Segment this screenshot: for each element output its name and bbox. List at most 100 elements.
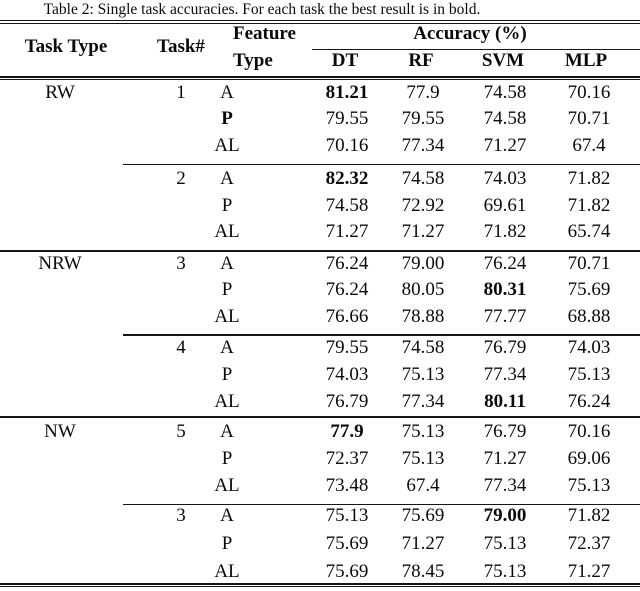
cell-rf: 75.13	[401, 421, 445, 442]
cell-feature: AL	[214, 135, 240, 156]
cell-mlp: 67.4	[572, 135, 606, 156]
table-row: AL 70.16 77.34 71.27 67.4	[0, 132, 640, 160]
cell-task-num: 3	[176, 505, 186, 526]
cell-svm: 77.77	[483, 306, 527, 327]
table-row: AL 71.27 71.27 71.82 65.74	[0, 218, 640, 246]
cell-feature: AL	[214, 391, 240, 412]
table-row: NRW 3 A 76.24 79.00 76.24 70.71	[0, 250, 640, 278]
cell-mlp: 71.82	[567, 505, 611, 526]
cell-mlp: 71.82	[567, 195, 611, 216]
cell-mlp: 70.16	[567, 421, 611, 442]
table-row: P 74.58 72.92 69.61 71.82	[0, 192, 640, 220]
cell-feature: P	[221, 533, 233, 554]
cell-rf: 77.34	[401, 391, 445, 412]
cell-feature: P	[221, 364, 233, 385]
cell-feature: P	[221, 448, 233, 469]
cell-mlp: 70.71	[567, 108, 611, 129]
table-row: AL 73.48 67.4 77.34 75.13	[0, 472, 640, 500]
table-row: AL 76.66 78.88 77.77 68.88	[0, 303, 640, 331]
cell-rf: 77.34	[401, 135, 445, 156]
table-row: NW 5 A 77.9 75.13 76.79 70.16	[0, 418, 640, 446]
cell-rf: 78.88	[401, 306, 445, 327]
cell-feature: A	[220, 168, 234, 189]
cell-dt: 74.58	[325, 195, 369, 216]
cell-dt: 75.69	[325, 561, 369, 582]
header-task-num: Task#	[157, 36, 205, 57]
cell-mlp: 75.13	[567, 364, 611, 385]
cell-dt: 79.55	[325, 108, 369, 129]
table-row: P 76.24 80.05 80.31 75.69	[0, 276, 640, 304]
task4-cmidrule	[123, 334, 640, 336]
cell-rf: 75.69	[401, 505, 445, 526]
cell-task-num: 1	[176, 82, 186, 103]
section-rule-nw	[0, 415, 640, 418]
header-method-rf: RF	[408, 50, 434, 71]
table-row: 4 A 79.55 74.58 76.79 74.03	[0, 334, 640, 362]
cell-rf: 75.13	[401, 448, 445, 469]
cell-feature: A	[220, 82, 234, 103]
header-method-mlp: MLP	[564, 50, 608, 71]
cell-rf: 74.58	[401, 337, 445, 358]
cell-rf: 77.9	[406, 82, 440, 103]
cell-mlp: 70.71	[567, 253, 611, 274]
cell-feature: AL	[214, 561, 240, 582]
cell-svm: 76.24	[483, 253, 527, 274]
cell-rf: 67.4	[406, 475, 440, 496]
section-rule-nrw	[0, 250, 640, 253]
cell-mlp: 71.82	[567, 168, 611, 189]
cell-feature: AL	[214, 306, 240, 327]
cell-feature: A	[220, 421, 234, 442]
cell-mlp: 71.27	[567, 561, 611, 582]
cell-rf: 71.27	[401, 221, 445, 242]
cell-svm: 74.58	[483, 108, 527, 129]
cell-dt: 79.55	[325, 337, 369, 358]
cell-mlp: 75.69	[567, 279, 611, 300]
table-row: AL 75.69 78.45 75.13 71.27	[0, 558, 640, 586]
cell-feature: A	[220, 253, 234, 274]
cell-svm: 76.79	[483, 421, 527, 442]
table-row: 2 A 82.32 74.58 74.03 71.82	[0, 165, 640, 193]
bottom-rule-inner	[0, 586, 640, 588]
cell-svm: 80.31	[483, 279, 527, 300]
cell-task-num: 2	[176, 168, 186, 189]
cell-svm: 77.34	[483, 475, 527, 496]
table-row: P 75.69 71.27 75.13 72.37	[0, 530, 640, 558]
cell-svm: 80.11	[484, 391, 526, 412]
cell-dt: 72.37	[325, 448, 369, 469]
cell-feature: P	[221, 108, 233, 129]
header-task-type: Task Type	[24, 36, 108, 57]
cell-feature: P	[221, 195, 233, 216]
cell-dt: 75.13	[325, 505, 369, 526]
header-feature-line1: Feature	[233, 23, 296, 44]
cell-dt: 76.24	[325, 279, 369, 300]
cell-svm: 79.00	[483, 505, 527, 526]
cell-task-type: RW	[45, 82, 75, 103]
table-caption: Table 2: Single task accuracies. For eac…	[43, 1, 481, 18]
top-rule-outer	[0, 19, 640, 22]
header-method-dt: DT	[331, 50, 359, 71]
cell-mlp: 68.88	[567, 306, 611, 327]
table-row: RW 1 A 81.21 77.9 74.58 70.16	[0, 79, 640, 107]
cell-rf: 72.92	[401, 195, 445, 216]
cell-dt: 70.16	[325, 135, 369, 156]
table-row: AL 76.79 77.34 80.11 76.24	[0, 388, 640, 416]
table-row: P 72.37 75.13 71.27 69.06	[0, 445, 640, 473]
cell-feature: AL	[214, 221, 240, 242]
cell-mlp: 69.06	[567, 448, 611, 469]
cell-rf: 75.13	[401, 364, 445, 385]
bottom-rule-outer	[0, 583, 640, 585]
cell-mlp: 70.16	[567, 82, 611, 103]
cell-svm: 71.82	[483, 221, 527, 242]
header-feature-line2: Type	[233, 50, 273, 71]
cell-rf: 78.45	[401, 561, 445, 582]
header-rule-inner	[0, 79, 640, 81]
top-rule-inner	[0, 22, 640, 24]
header-accuracy-group: Accuracy (%)	[413, 23, 527, 44]
cell-svm: 77.34	[483, 364, 527, 385]
cell-dt: 74.03	[325, 364, 369, 385]
cell-rf: 74.58	[401, 168, 445, 189]
cell-svm: 75.13	[483, 561, 527, 582]
cell-rf: 80.05	[401, 279, 445, 300]
table-row: P 79.55 79.55 74.58 70.71	[0, 105, 640, 133]
